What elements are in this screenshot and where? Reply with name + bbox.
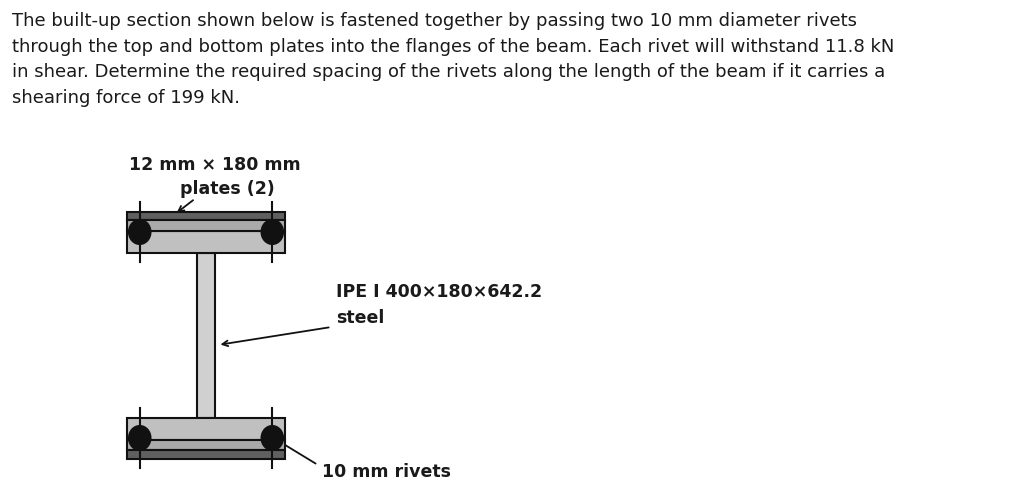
Text: IPE I 400×180×642.2
steel: IPE I 400×180×642.2 steel: [336, 283, 542, 327]
Text: The built-up section shown below is fastened together by passing two 10 mm diame: The built-up section shown below is fast…: [11, 12, 894, 107]
Bar: [127, 417, 285, 440]
Bar: [127, 231, 285, 252]
Circle shape: [262, 426, 283, 450]
Bar: [127, 211, 285, 220]
Circle shape: [129, 220, 150, 244]
Text: 10 mm rivets: 10 mm rivets: [323, 463, 452, 481]
Bar: [127, 440, 285, 450]
Circle shape: [129, 426, 150, 450]
Bar: [197, 252, 215, 417]
Bar: [127, 220, 285, 231]
Bar: [127, 450, 285, 458]
Text: 12 mm × 180 mm
    plates (2): 12 mm × 180 mm plates (2): [129, 156, 300, 198]
Circle shape: [262, 220, 283, 244]
